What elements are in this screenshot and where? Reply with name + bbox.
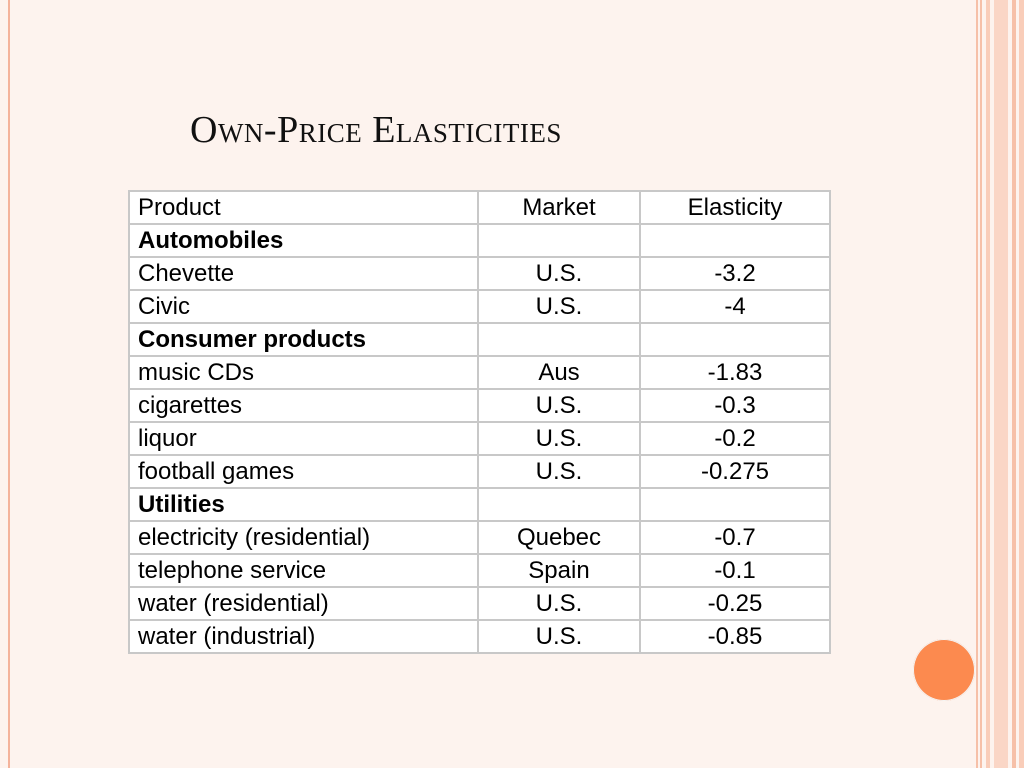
table-group-row: Consumer products — [128, 322, 831, 357]
table-row: football games U.S. -0.275 — [128, 454, 831, 489]
slide-title: Own-Price Elasticities — [190, 109, 562, 151]
elasticity-table: Product Market Elasticity Automobiles Che… — [128, 190, 831, 654]
cell-elasticity: -0.275 — [639, 454, 831, 489]
orange-circle-decoration — [913, 639, 975, 701]
cell-product: telephone service — [128, 553, 479, 588]
table-row: electricity (residential) Quebec -0.7 — [128, 520, 831, 555]
cell-elasticity: -0.3 — [639, 388, 831, 423]
cell-product: Chevette — [128, 256, 479, 291]
cell-product: football games — [128, 454, 479, 489]
table-row: telephone service Spain -0.1 — [128, 553, 831, 588]
table-row: water (industrial) U.S. -0.85 — [128, 619, 831, 654]
left-border-line — [8, 0, 10, 768]
column-header-product: Product — [128, 190, 479, 225]
cell-product: Automobiles — [128, 223, 479, 258]
cell-product: water (industrial) — [128, 619, 479, 654]
cell-market: Aus — [477, 355, 641, 390]
cell-elasticity: -0.25 — [639, 586, 831, 621]
column-header-elasticity: Elasticity — [639, 190, 831, 225]
cell-elasticity: -1.83 — [639, 355, 831, 390]
column-header-market: Market — [477, 190, 641, 225]
cell-market — [477, 487, 641, 522]
cell-market: U.S. — [477, 289, 641, 324]
cell-product: cigarettes — [128, 388, 479, 423]
stripe — [1019, 0, 1024, 768]
cell-market: U.S. — [477, 256, 641, 291]
cell-elasticity — [639, 322, 831, 357]
cell-product: water (residential) — [128, 586, 479, 621]
cell-product: liquor — [128, 421, 479, 456]
stripe — [980, 0, 982, 768]
table-row: liquor U.S. -0.2 — [128, 421, 831, 456]
table-group-row: Automobiles — [128, 223, 831, 258]
cell-product: electricity (residential) — [128, 520, 479, 555]
cell-market: U.S. — [477, 388, 641, 423]
stripe — [986, 0, 990, 768]
cell-elasticity: -0.1 — [639, 553, 831, 588]
cell-elasticity: -3.2 — [639, 256, 831, 291]
cell-elasticity — [639, 487, 831, 522]
stripe — [1012, 0, 1016, 768]
table-group-row: Utilities — [128, 487, 831, 522]
cell-market: U.S. — [477, 454, 641, 489]
cell-product: Civic — [128, 289, 479, 324]
cell-product: music CDs — [128, 355, 479, 390]
elasticity-table-container: Product Market Elasticity Automobiles Che… — [128, 190, 831, 654]
stripe — [976, 0, 978, 768]
cell-elasticity: -0.2 — [639, 421, 831, 456]
cell-elasticity: -0.85 — [639, 619, 831, 654]
stripe — [994, 0, 1008, 768]
right-decorative-stripes — [976, 0, 1024, 768]
table-header-row: Product Market Elasticity — [128, 190, 831, 225]
table-row: water (residential) U.S. -0.25 — [128, 586, 831, 621]
cell-market — [477, 322, 641, 357]
table-row: cigarettes U.S. -0.3 — [128, 388, 831, 423]
cell-product: Utilities — [128, 487, 479, 522]
cell-market — [477, 223, 641, 258]
cell-market: Spain — [477, 553, 641, 588]
cell-elasticity: -0.7 — [639, 520, 831, 555]
cell-market: U.S. — [477, 586, 641, 621]
cell-market: U.S. — [477, 421, 641, 456]
cell-market: Quebec — [477, 520, 641, 555]
cell-market: U.S. — [477, 619, 641, 654]
table-row: Chevette U.S. -3.2 — [128, 256, 831, 291]
cell-elasticity: -4 — [639, 289, 831, 324]
cell-product: Consumer products — [128, 322, 479, 357]
table-row: music CDs Aus -1.83 — [128, 355, 831, 390]
table-row: Civic U.S. -4 — [128, 289, 831, 324]
cell-elasticity — [639, 223, 831, 258]
